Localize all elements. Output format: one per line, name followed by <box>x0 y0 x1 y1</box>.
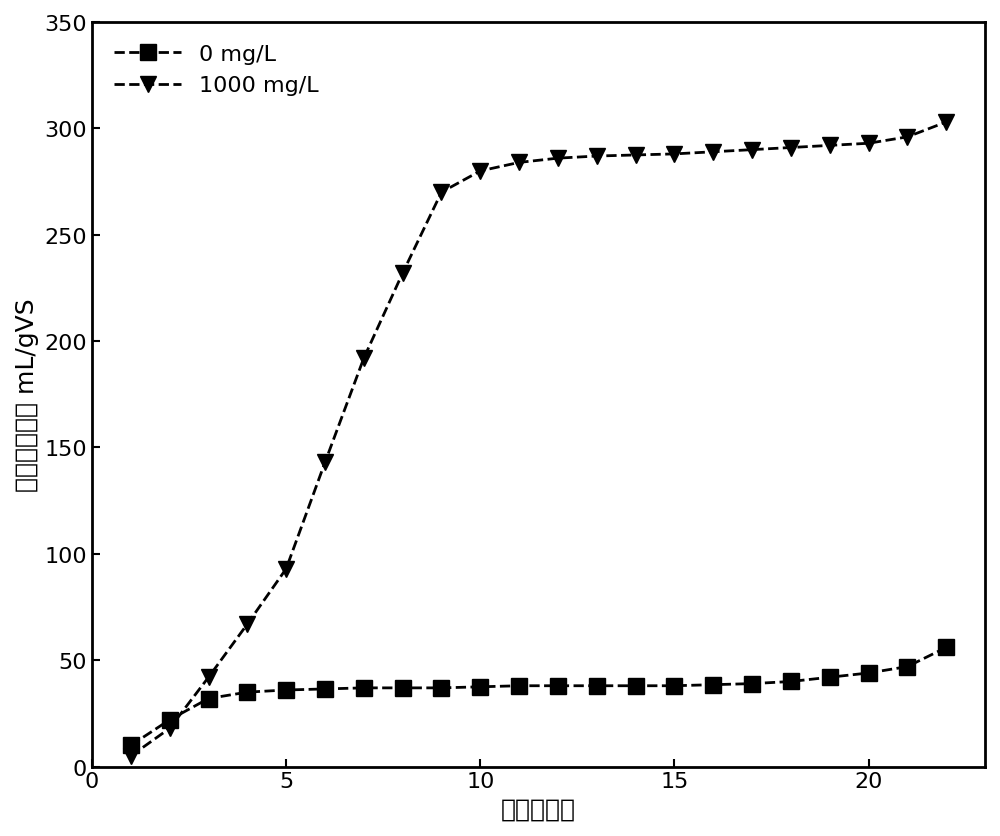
0 mg/L <box>901 662 913 672</box>
1000 mg/L <box>785 143 797 153</box>
0 mg/L <box>785 676 797 686</box>
1000 mg/L <box>241 619 253 630</box>
1000 mg/L <box>630 150 642 161</box>
0 mg/L <box>746 679 758 689</box>
1000 mg/L <box>474 166 486 176</box>
1000 mg/L <box>513 158 525 168</box>
0 mg/L <box>824 672 836 682</box>
0 mg/L <box>707 680 719 690</box>
1000 mg/L <box>319 458 331 468</box>
1000 mg/L <box>901 133 913 143</box>
1000 mg/L <box>125 751 137 761</box>
1000 mg/L <box>164 723 176 733</box>
0 mg/L <box>630 681 642 691</box>
0 mg/L <box>552 681 564 691</box>
Line: 0 mg/L: 0 mg/L <box>123 640 954 753</box>
0 mg/L <box>940 643 952 653</box>
0 mg/L <box>203 694 215 704</box>
Y-axis label: 累计甲烷产量 mL/gVS: 累计甲烷产量 mL/gVS <box>15 298 39 492</box>
1000 mg/L <box>435 188 447 198</box>
0 mg/L <box>241 687 253 697</box>
0 mg/L <box>358 683 370 693</box>
Legend: 0 mg/L, 1000 mg/L: 0 mg/L, 1000 mg/L <box>103 34 329 107</box>
0 mg/L <box>513 681 525 691</box>
1000 mg/L <box>552 154 564 164</box>
1000 mg/L <box>863 139 875 149</box>
1000 mg/L <box>668 150 680 160</box>
1000 mg/L <box>824 141 836 151</box>
0 mg/L <box>280 686 292 696</box>
0 mg/L <box>591 681 603 691</box>
1000 mg/L <box>707 148 719 158</box>
1000 mg/L <box>397 268 409 278</box>
0 mg/L <box>863 668 875 678</box>
0 mg/L <box>668 681 680 691</box>
1000 mg/L <box>591 152 603 162</box>
1000 mg/L <box>358 354 370 364</box>
0 mg/L <box>164 715 176 725</box>
0 mg/L <box>397 683 409 693</box>
0 mg/L <box>435 683 447 693</box>
1000 mg/L <box>746 145 758 155</box>
0 mg/L <box>319 684 331 694</box>
Line: 1000 mg/L: 1000 mg/L <box>123 115 954 763</box>
1000 mg/L <box>280 564 292 574</box>
1000 mg/L <box>203 672 215 682</box>
0 mg/L <box>125 741 137 751</box>
X-axis label: 时间（天）: 时间（天） <box>501 797 576 821</box>
1000 mg/L <box>940 118 952 128</box>
0 mg/L <box>474 682 486 692</box>
